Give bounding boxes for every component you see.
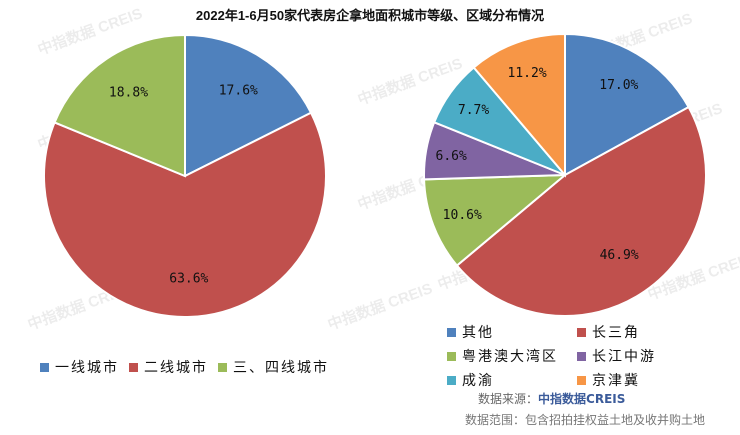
legend-item: 三、四线城市	[218, 357, 329, 377]
pie-slice	[564, 32, 690, 177]
legend-city-tier: 一线城市 二线城市 三、四线城市	[40, 357, 339, 377]
data-label: 18.8%	[109, 86, 148, 101]
legend-item: 长江中游	[577, 346, 697, 366]
data-source: 数据来源：中指数据CREIS	[478, 390, 625, 407]
legend-item: 长三角	[577, 322, 697, 342]
legend-label: 长江中游	[592, 349, 656, 365]
pie-slice	[43, 111, 327, 318]
legend-label: 京津冀	[592, 373, 640, 389]
pie-slice	[423, 173, 568, 267]
data-label: 6.6%	[436, 149, 467, 164]
legend-swatch	[577, 375, 586, 385]
legend-item: 成渝	[447, 370, 567, 390]
legend-item: 京津冀	[577, 370, 697, 390]
legend-item: 一线城市	[40, 357, 119, 377]
legend-swatch	[577, 327, 586, 337]
legend-swatch	[447, 327, 456, 337]
legend-label: 一线城市	[55, 360, 119, 376]
legend-swatch	[447, 375, 456, 385]
data-label: 46.9%	[600, 248, 639, 263]
legend-region: 其他 长三角粤港澳大湾区 长江中游成渝 京津冀	[447, 322, 707, 390]
source-label: 数据来源：	[478, 392, 539, 406]
pie-slice	[184, 33, 313, 178]
legend-label: 三、四线城市	[233, 360, 329, 376]
data-label: 10.6%	[443, 208, 482, 223]
legend-label: 其他	[462, 325, 494, 341]
legend-label: 粤港澳大湾区	[462, 349, 558, 365]
watermark: 中指数据 CREIS	[325, 279, 435, 334]
legend-swatch	[577, 351, 586, 361]
legend-swatch	[218, 362, 227, 372]
pie-slice	[472, 32, 566, 178]
legend-swatch	[40, 362, 49, 372]
legend-label: 二线城市	[144, 360, 208, 376]
data-scope: 数据范围：包含招拍挂权益土地及收并购土地	[465, 413, 706, 427]
source-value: 中指数据CREIS	[538, 392, 626, 406]
pie-slice	[455, 105, 707, 317]
legend-label: 长三角	[592, 325, 640, 341]
legend-swatch	[447, 351, 456, 361]
data-label: 63.6%	[169, 271, 208, 286]
legend-item: 二线城市	[129, 357, 208, 377]
legend-item: 粤港澳大湾区	[447, 346, 567, 366]
pie-region: 17.0% 46.9% 10.6% 6.6% 7.7% 11.2%	[423, 32, 707, 317]
pie-slice	[53, 33, 186, 178]
legend-label: 成渝	[462, 373, 494, 389]
data-label: 7.7%	[458, 103, 489, 118]
pie-city-tier: 17.6% 63.6% 18.8%	[43, 33, 327, 318]
legend-swatch	[129, 362, 138, 372]
data-label: 17.6%	[219, 84, 258, 99]
legend-item: 其他	[447, 322, 567, 342]
data-label: 11.2%	[508, 66, 547, 81]
chart-title: 2022年1-6月50家代表房企拿地面积城市等级、区域分布情况	[195, 8, 545, 23]
data-label: 17.0%	[599, 78, 638, 93]
